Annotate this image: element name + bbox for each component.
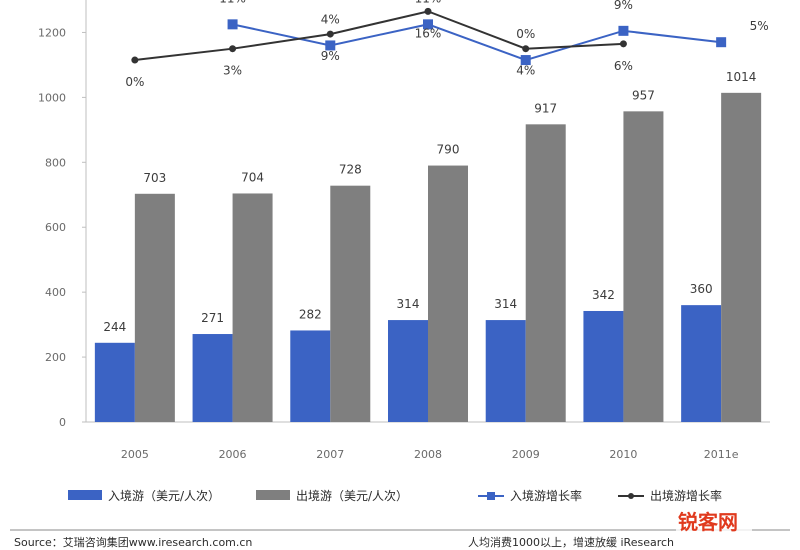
growth-rate-label: 9% — [614, 0, 633, 12]
legend-label: 出境游（美元/人次） — [296, 488, 408, 503]
bar-outbound — [428, 165, 468, 423]
legend-swatch — [68, 490, 102, 500]
legend-marker — [487, 492, 495, 500]
bar-inbound — [485, 320, 526, 422]
point-outbound-growth — [424, 7, 432, 15]
y-tick-label: 800 — [45, 156, 66, 169]
legend-label: 入境游（美元/人次） — [108, 488, 220, 503]
point-outbound-growth — [229, 45, 237, 53]
source-right: 人均消费1000以上，增速放缓 iResearch — [468, 535, 674, 549]
source-left: Source：艾瑞咨询集团www.iresearch.com.cn — [14, 535, 252, 549]
bar-outbound — [623, 111, 664, 422]
bar-value-label: 342 — [592, 288, 615, 302]
line-outbound-growth — [134, 10, 624, 62]
bar-inbound — [192, 334, 233, 422]
bar-inbound — [388, 320, 428, 422]
legend-label: 出境游增长率 — [650, 488, 722, 503]
bar-value-label: 917 — [534, 101, 557, 115]
bar-outbound — [330, 185, 371, 422]
bar-value-label: 271 — [201, 311, 224, 325]
point-inbound-growth — [716, 37, 727, 48]
bar-inbound — [290, 330, 331, 422]
point-inbound-growth — [227, 19, 238, 30]
bar-value-label: 360 — [690, 282, 713, 296]
legend-marker — [628, 493, 634, 499]
line-inbound-growth — [232, 23, 722, 62]
point-inbound-growth — [325, 40, 336, 51]
growth-rate-label: 6% — [614, 59, 633, 73]
watermark-box — [676, 508, 752, 534]
point-outbound-growth — [131, 56, 139, 64]
growth-rate-label: 11% — [219, 0, 246, 5]
bar-value-label: 728 — [339, 163, 362, 177]
growth-rate-label: 0% — [125, 75, 144, 89]
bar-outbound — [721, 92, 762, 422]
bar-value-label: 704 — [241, 170, 264, 184]
bar-outbound — [232, 193, 273, 422]
bar-value-label: 1014 — [726, 70, 757, 84]
growth-rate-label: 9% — [321, 49, 340, 63]
point-inbound-growth — [618, 25, 629, 36]
plot-area: 0 200 400 600 800 1000 1200 244 703 2005 271 704 200… — [38, 0, 770, 461]
point-outbound-growth — [522, 45, 530, 53]
growth-rate-label: 3% — [223, 64, 242, 78]
x-tick-label: 2010 — [609, 448, 637, 461]
point-inbound-growth — [423, 19, 433, 30]
bar-inbound — [681, 305, 722, 422]
point-outbound-growth — [619, 40, 627, 48]
bar-value-label: 244 — [103, 320, 126, 334]
legend-label: 入境游增长率 — [510, 488, 582, 503]
bar-outbound — [525, 124, 566, 422]
y-tick-label: 1200 — [38, 26, 66, 39]
bar-value-label: 790 — [437, 143, 460, 157]
bar-value-label: 957 — [632, 88, 655, 102]
growth-rate-label: 5% — [750, 19, 769, 33]
legend: 入境游（美元/人次） 出境游（美元/人次） 入境游增长率 出境游增长率 — [68, 488, 722, 503]
growth-rate-label: 4% — [516, 64, 535, 78]
growth-rate-label: 11% — [415, 0, 442, 5]
bar-inbound — [94, 342, 135, 422]
y-tick-label: 200 — [45, 351, 66, 364]
y-tick-label: 1000 — [38, 91, 66, 104]
y-tick-label: 0 — [59, 416, 66, 429]
point-outbound-growth — [326, 30, 334, 38]
y-tick-label: 400 — [45, 286, 66, 299]
bar-value-label: 314 — [397, 297, 420, 311]
x-tick-label: 2008 — [414, 448, 442, 461]
bar-value-label: 314 — [494, 297, 517, 311]
growth-rate-label: 0% — [516, 27, 535, 41]
x-tick-label: 2009 — [512, 448, 540, 461]
legend-swatch — [256, 490, 290, 500]
bar-outbound — [134, 193, 175, 422]
x-tick-label: 2005 — [121, 448, 149, 461]
watermark-text: 锐客网 — [678, 510, 738, 534]
y-tick-label: 600 — [45, 221, 66, 234]
point-inbound-growth — [520, 55, 531, 66]
bar-inbound — [583, 310, 624, 422]
x-tick-label: 2006 — [219, 448, 247, 461]
growth-rate-label: 16% — [415, 26, 442, 40]
bar-value-label: 282 — [299, 307, 322, 321]
watermark: 锐客网 — [676, 508, 752, 534]
x-tick-label: 2007 — [316, 448, 344, 461]
growth-rate-label: 4% — [321, 12, 340, 26]
bar-value-label: 703 — [143, 171, 166, 185]
x-tick-label: 2011e — [704, 448, 739, 461]
